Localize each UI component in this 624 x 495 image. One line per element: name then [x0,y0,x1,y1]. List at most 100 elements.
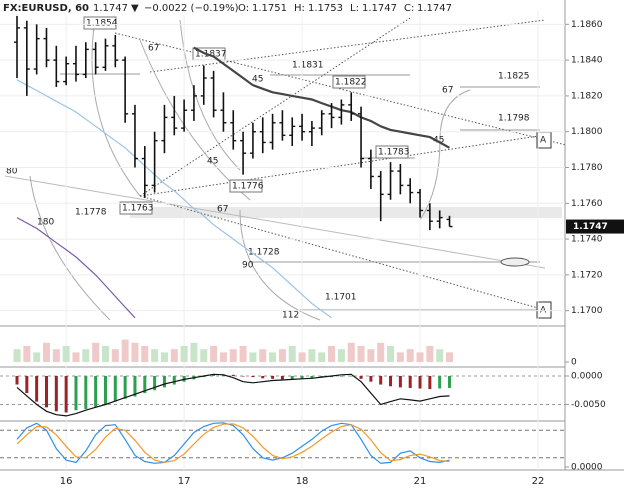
volume-bar [62,346,70,362]
ellipse [500,257,530,267]
volume-bar [239,346,247,362]
histogram-bar [448,375,452,388]
y-tick-label: 1.1720 [571,270,603,280]
x-tick-label: 22 [532,476,545,487]
volume-bar [387,346,395,362]
panel [0,422,565,464]
volume-bar [426,346,434,362]
y-tick-label: 1.1820 [571,91,603,101]
volume-bar [416,352,424,362]
series-line [16,217,136,319]
histogram-bar [231,374,235,376]
arc [419,89,471,221]
histogram-bar [25,375,29,394]
histogram-bar [84,375,88,410]
histogram-bar [398,375,402,388]
volume-bar [288,346,296,362]
zone [130,207,562,218]
label-box [375,145,409,159]
o-label: O: [238,3,249,14]
volume-bar [259,349,267,362]
histogram-bar [379,375,383,385]
annotation: 1.1701 [325,293,357,303]
volume-bar [190,342,198,362]
annotation: 1.1776 [232,182,264,192]
histogram-bar [418,375,422,389]
histogram-bar [54,375,58,412]
trendline [114,32,565,146]
volume-bar [367,349,375,362]
volume-bar [347,342,355,362]
y-tick-label: 1.1740 [571,235,603,245]
arc [91,19,141,197]
symbol: FX:EURUSD, 60 [3,3,89,14]
plot: 16 17 18 21 22 1.1700 1.1720 1.1740 1.1760 1.1780… [0,10,624,487]
histogram-bar [428,375,432,390]
annotation: 1.1825 [498,72,530,82]
open: 1.1751 [252,3,287,14]
annotation: 112 [282,311,299,321]
volume-bar [160,352,168,362]
volume-bar [23,346,31,362]
histogram-bar [212,374,216,376]
annotation: 67 [148,44,159,54]
y-tick-label: -0.0050 [571,400,606,410]
arc [29,175,111,321]
arrow: ▼ [131,3,139,14]
annotation: 80 [6,167,18,177]
last: 1.1747 [93,3,128,14]
label-box [119,201,153,215]
histogram-bar [74,375,78,411]
last-price-label: 1.1747 [573,222,608,232]
label-box [229,179,263,193]
histogram-bar [15,375,19,385]
histogram-bar [280,375,284,380]
histogram-bar [408,375,412,388]
annotation: 1.1778 [75,208,107,218]
volume-bar [151,349,159,362]
change: −0.0022 (−0.19%) [144,3,239,14]
header-bg [0,0,455,16]
panel [13,339,454,362]
label-box [536,301,552,319]
label-box [332,75,366,89]
x-tick-label: 21 [414,476,427,487]
series-line [16,79,332,319]
volume-bar [13,349,21,362]
volume-bar [141,346,149,362]
histogram-bar [261,375,265,379]
volume-bar [131,342,139,362]
volume-bar [170,349,178,362]
volume-bar [249,352,257,362]
series-line [193,46,451,149]
y-tick-label: 1.1800 [571,127,603,137]
histogram-bar [438,375,442,389]
y-tick-label: 1.1780 [571,163,603,173]
histogram-bar [94,375,98,408]
c-label: C: [404,3,414,14]
annotation: 1.1783 [378,148,410,158]
histogram-bar [162,375,166,388]
annotation: 1.1831 [292,61,324,71]
h-label: H: [294,3,305,14]
volume-bar [278,349,286,362]
histogram-bar [389,375,393,387]
high: 1.1753 [308,3,343,14]
y-tick-label: 0.0000 [571,463,603,473]
y-tick-label: 1.1840 [571,56,603,66]
histogram-bar [123,375,127,399]
y-tick-label: 1.1860 [571,20,603,30]
volume-bar [72,352,80,362]
arc [239,209,321,321]
trendline [4,175,546,269]
y-tick-label: 0.0000 [571,371,603,381]
panel [0,13,565,319]
annotation: 45 [433,136,444,146]
annotation: 67 [217,205,228,215]
volume-bar [318,352,326,362]
volume-bar [269,352,277,362]
annotation: 1.1763 [122,204,154,214]
volume-bar [436,349,444,362]
